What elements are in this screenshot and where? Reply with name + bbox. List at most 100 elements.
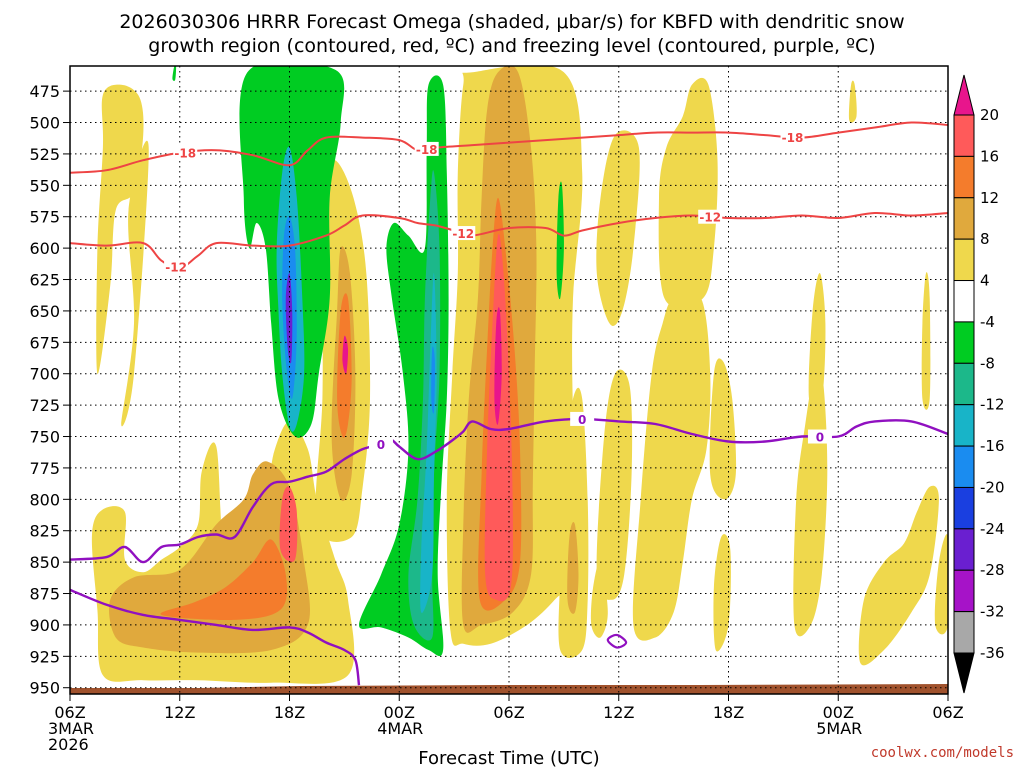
omega-region-yellow-22z: [793, 359, 828, 637]
ytick-label-825: 825: [29, 522, 60, 541]
ytick-label-575: 575: [29, 208, 60, 227]
dgz-contour-0-label-0: -18: [174, 146, 196, 160]
omega-region-yellow-18z-lower: [713, 534, 731, 652]
colorbar-label-0: 20: [980, 106, 999, 124]
dgz-contour-1-label-bg-2: [698, 209, 723, 224]
chart-title-line1: 2026030306 HRRR Forecast Omega (shaded, …: [119, 11, 904, 33]
colorbar-seg-11: [953, 569, 975, 613]
freezing-contour-0-label-bg-1: [570, 411, 595, 426]
x-axis-label: Forecast Time (UTC): [418, 748, 599, 768]
freezing-contour-0-label-2: 0: [816, 431, 824, 445]
omega-region-yellow-01z-top: [848, 80, 857, 123]
colorbar-seg-6: [953, 362, 975, 406]
omega-region-yellow-04z-lower: [858, 485, 939, 666]
xtick-label-2: 18Z: [274, 703, 305, 722]
xtick-label-3: 00Z: [384, 703, 415, 722]
omega-region-yellow-14z: [632, 291, 711, 641]
colorbar-label-1: 16: [980, 147, 999, 165]
dgz-contour-0-label-2: -18: [782, 131, 804, 145]
ytick-label-775: 775: [29, 459, 60, 478]
colorbar-label-5: -4: [980, 313, 995, 331]
dgz-contour-1-label-bg-1: [451, 226, 476, 241]
xtick-date-0: 3MAR: [48, 719, 94, 738]
colorbar-label-10: -24: [980, 520, 1005, 538]
ytick-label-525: 525: [29, 145, 60, 164]
ytick-label-950: 950: [29, 679, 60, 698]
xtick-date-7: 5MAR: [816, 719, 862, 738]
xtick-label-4: 06Z: [493, 703, 524, 722]
colorbar-seg-7: [953, 404, 975, 447]
colorbar-label-6: -8: [980, 354, 995, 372]
ytick-label-675: 675: [29, 333, 60, 352]
xtick-label-0: 06Z: [54, 703, 85, 722]
credit-text: coolwx.com/models: [871, 745, 1014, 761]
colorbar-seg-12: [953, 611, 975, 654]
xtick-date-3: 4MAR: [377, 719, 423, 738]
colorbar-label-2: 12: [980, 189, 999, 207]
xtick-label-6: 18Z: [713, 703, 744, 722]
dgz-contour-0-label-1: -18: [416, 143, 438, 157]
colorbar-seg-3: [953, 238, 975, 282]
freezing-contour-0-label-0: 0: [377, 438, 385, 452]
freezing-contour-0-label-bg-2: [807, 429, 832, 444]
ytick-label-475: 475: [29, 82, 60, 101]
freezing-contour-loop: [606, 633, 628, 649]
omega-region-yellow-15z-upper: [658, 77, 718, 309]
colorbar-seg-2: [953, 197, 975, 240]
dgz-contour-0-label-bg-1: [414, 141, 439, 156]
freezing-contour-0-label-bg-0: [368, 437, 393, 452]
omega-region-magenta-20z: [342, 335, 349, 375]
omega-region-yellow-early-upper: [96, 84, 144, 375]
colorbar-label-7: -12: [980, 396, 1005, 414]
colorbar: 20 16 12 8 4 -4 -8 -12 -16 -20 -24 -28 -32 -36: [953, 74, 1005, 694]
colorbar-seg-0: [953, 114, 975, 157]
ytick-label-600: 600: [29, 239, 60, 258]
ytick-label-925: 925: [29, 647, 60, 666]
dgz-contour-1-label-bg-0: [164, 259, 189, 274]
pressure-axis: 475 500 525 550 575 600 625 650 675 700 725 750 775 8…: [29, 82, 70, 698]
dgz-contour-1-label-0: -12: [165, 261, 187, 275]
ytick-label-700: 700: [29, 365, 60, 384]
colorbar-label-9: -20: [980, 478, 1005, 496]
colorbar-label-11: -28: [980, 561, 1005, 579]
colorbar-seg-1: [953, 155, 975, 199]
ytick-label-725: 725: [29, 396, 60, 415]
xtick-label-7: 00Z: [823, 703, 854, 722]
omega-region-yellow-early-upper2: [121, 140, 149, 427]
dgz-contour-0-label-bg-0: [173, 145, 198, 160]
freezing-contour-lower-branch: [70, 588, 361, 686]
omega-region-darkorange-early: [160, 539, 288, 621]
omega-region-yellow-18z-mid: [709, 358, 737, 500]
colorbar-label-8: -16: [980, 437, 1005, 455]
colorbar-label-3: 8: [980, 230, 990, 248]
dgz-contour-1-label-2: -12: [699, 211, 721, 225]
omega-region-red-18z: [279, 486, 298, 563]
ytick-label-800: 800: [29, 490, 60, 509]
omega-shading: [91, 66, 948, 684]
xtick-label-8: 06Z: [932, 703, 963, 722]
colorbar-seg-4: [953, 280, 975, 323]
ytick-label-650: 650: [29, 302, 60, 321]
omega-region-magenta-04mar: [494, 307, 502, 425]
omega-region-green-08z: [556, 181, 564, 300]
xtick-label-1: 12Z: [164, 703, 195, 722]
colorbar-label-12: -32: [980, 603, 1005, 621]
freezing-contour-0-line: [70, 417, 948, 564]
omega-region-yellow-12z-mid: [596, 369, 633, 600]
ytick-label-750: 750: [29, 428, 60, 447]
ytick-label-625: 625: [29, 271, 60, 290]
colorbar-top-arrow: [953, 74, 975, 116]
omega-region-yellow-00z-5mar: [808, 273, 826, 410]
colorbar-bottom-arrow: [953, 652, 975, 694]
grid-lines: [70, 66, 948, 694]
ytick-label-875: 875: [29, 585, 60, 604]
chart-title-line2: growth region (contoured, red, ºC) and f…: [148, 35, 875, 57]
freezing-contour-0-label-1: 0: [578, 413, 586, 427]
colorbar-seg-9: [953, 486, 975, 530]
ytick-label-850: 850: [29, 553, 60, 572]
omega-region-purple-18z: [285, 272, 293, 364]
ytick-label-500: 500: [29, 114, 60, 133]
omega-region-green-11z-edge: [172, 66, 177, 81]
